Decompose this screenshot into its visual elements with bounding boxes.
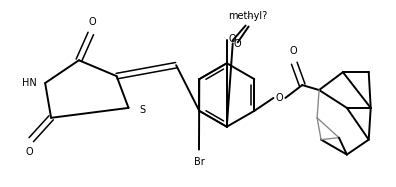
Text: methyl?: methyl? <box>228 11 267 21</box>
Text: O: O <box>25 147 33 157</box>
Text: S: S <box>139 105 145 115</box>
Text: Br: Br <box>194 157 204 168</box>
Text: O: O <box>234 39 242 49</box>
Text: HN: HN <box>22 78 37 88</box>
Text: O: O <box>289 46 297 56</box>
Text: O: O <box>276 93 283 103</box>
Text: O: O <box>229 34 236 44</box>
Text: O: O <box>89 16 97 27</box>
Text: methoxy-CH3: methoxy-CH3 <box>247 16 257 17</box>
